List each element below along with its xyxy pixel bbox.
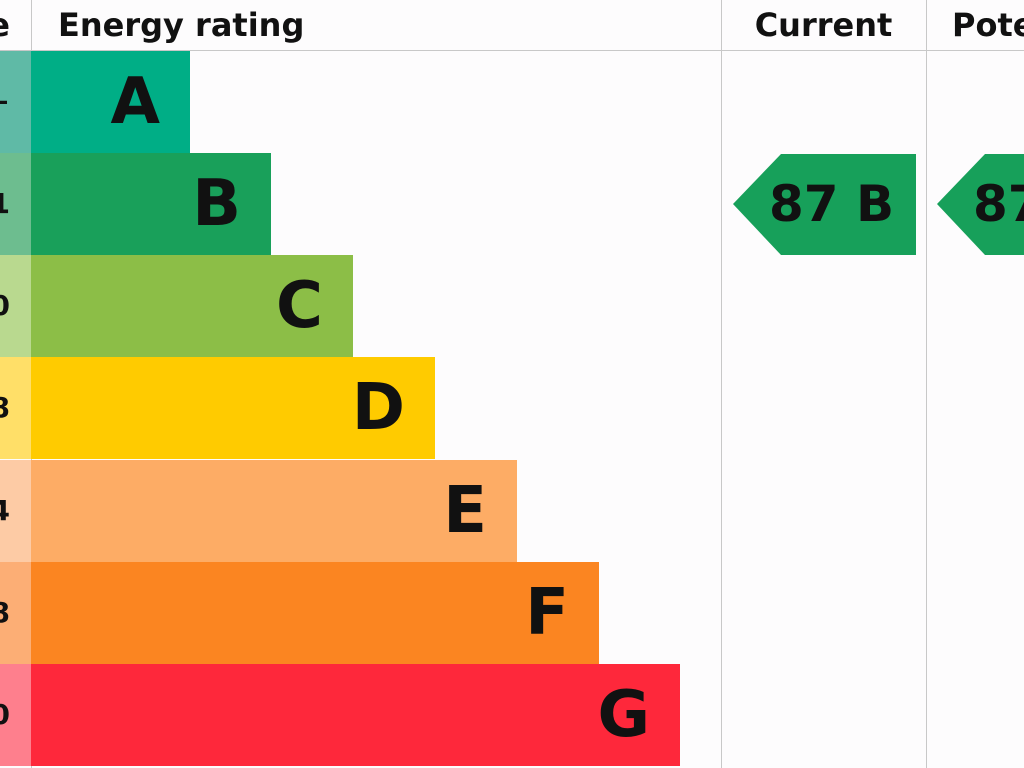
score-range: 21-38 — [0, 596, 10, 629]
rating-bar: G — [31, 664, 680, 766]
band-letter: A — [110, 65, 160, 139]
score-range: 69-80 — [0, 289, 10, 322]
rating-bar: A — [31, 51, 190, 153]
rating-bar: F — [31, 562, 599, 664]
rating-bar: C — [31, 255, 353, 357]
score-cell: 21-38 — [0, 562, 31, 664]
score-cell: 81-91 — [0, 153, 31, 255]
score-cell: 69-80 — [0, 255, 31, 357]
band-letter: B — [192, 167, 241, 241]
header-divider — [0, 50, 1024, 51]
score-range: 92+ — [0, 51, 10, 153]
score-cell: 39-54 — [0, 460, 31, 562]
arrow-shape — [937, 154, 1024, 255]
potential-header: Potential — [952, 6, 1024, 44]
potential-rating: 87 B — [973, 175, 1024, 233]
band-letter: C — [276, 269, 323, 343]
score-range: 39-54 — [0, 494, 10, 527]
current-rating: 87 B — [769, 175, 895, 233]
score-header: Score — [0, 0, 10, 50]
band-letter: F — [525, 576, 569, 650]
score-range: 81-91 — [0, 187, 10, 220]
column-divider — [721, 0, 722, 768]
potential-rating-arrow: 87 B — [937, 154, 1024, 255]
current-header: Current — [754, 6, 893, 44]
column-divider — [926, 0, 927, 768]
band-letter: E — [443, 474, 487, 548]
score-cell: 1-20 — [0, 664, 31, 766]
potential-header-cell: Potential — [926, 0, 1024, 50]
rating-bar: B — [31, 153, 271, 255]
score-header-cell: Score — [0, 0, 31, 50]
score-range: 55-68 — [0, 391, 10, 424]
arrow-shape — [733, 154, 916, 255]
rating-bar: E — [31, 460, 517, 562]
score-range: 1-20 — [0, 698, 10, 731]
band-letter: G — [597, 678, 650, 752]
energy-rating-header: Energy rating — [58, 6, 305, 44]
current-rating-arrow: 87 B — [733, 154, 916, 255]
score-cell: 55-68 — [0, 357, 31, 459]
band-letter: D — [351, 371, 405, 445]
score-cell: 92+ — [0, 51, 31, 153]
rating-bar: D — [31, 357, 435, 459]
